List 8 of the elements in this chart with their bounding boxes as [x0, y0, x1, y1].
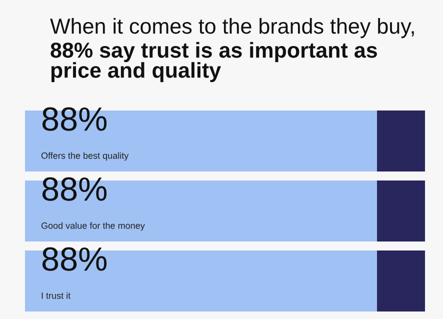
y-tick-label: I trust it	[42, 292, 71, 299]
data-label: 88%	[42, 177, 107, 201]
data-label: 88%	[42, 107, 107, 131]
y-tick-label: Offers the best quality	[41, 152, 129, 161]
chart-subtitle: 88% say trust is as important as price and quality	[50, 42, 377, 82]
data-label: 88%	[42, 247, 107, 271]
chart-title: When it comes to the brands they buy,	[50, 18, 414, 38]
y-tick-label: Good value for the money	[41, 222, 145, 231]
